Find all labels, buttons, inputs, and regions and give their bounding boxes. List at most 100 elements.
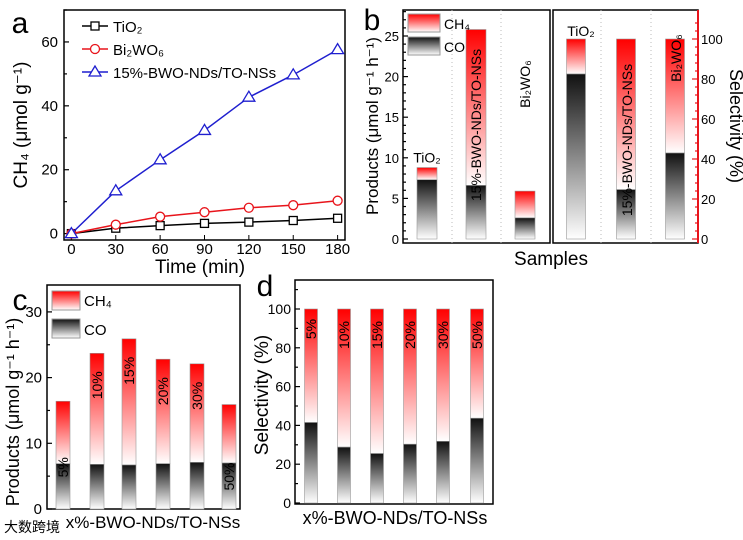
y-axis-title: Products (μmol g⁻¹ h⁻¹)	[3, 318, 23, 506]
co-bar	[665, 152, 685, 240]
co-bar	[416, 179, 438, 240]
legend-swatch-co	[51, 318, 81, 339]
ch4-bar	[566, 38, 586, 75]
marker-circle	[288, 200, 299, 211]
marker-square	[288, 215, 298, 226]
legend-label: 15%-BWO-NDs/TO-NSs	[113, 65, 276, 82]
y-tick-label: 40	[275, 417, 291, 433]
y-tick-label: 20	[25, 370, 42, 387]
legend-label: CO	[444, 39, 465, 55]
y-tick-label: 20	[41, 162, 58, 179]
watermark: 大数跨境	[4, 519, 60, 535]
y-tick-label: 0	[283, 495, 291, 511]
co-bar	[337, 446, 351, 504]
y-tick-label: 20	[275, 456, 291, 472]
bar-label: 50%	[221, 463, 237, 491]
x-axis-title: Samples	[514, 249, 588, 270]
x-tick-label: 0	[67, 241, 75, 258]
marker-square	[244, 217, 254, 227]
marker-square	[90, 21, 100, 31]
panel-c-frame	[46, 284, 241, 510]
marker-triangle	[330, 42, 345, 55]
y-tick-label: 15	[385, 110, 399, 125]
ch4-bar	[221, 404, 237, 464]
co-bar	[89, 464, 105, 510]
legend-swatch-ch4	[51, 290, 81, 311]
y-right-tick-label: 0	[701, 232, 708, 247]
bar-label: 20%	[155, 377, 171, 405]
co-bar	[616, 189, 636, 240]
y-tick-label: 5	[392, 191, 399, 206]
co-bar	[470, 417, 484, 504]
ch4-bar	[416, 167, 438, 181]
y-tick-label: 100	[268, 301, 292, 317]
marker-circle	[199, 207, 210, 218]
y-axis-title: Products (μmol g⁻¹ h⁻¹)	[363, 37, 382, 215]
bar-label: 10%	[336, 321, 352, 349]
marker-triangle	[64, 226, 79, 239]
bar-label: 15%-BWO-NDs/TO-NSs	[619, 64, 635, 216]
bar-label: 10%	[89, 371, 105, 399]
x-tick-label: 30	[107, 241, 124, 258]
co-bar	[121, 464, 137, 510]
products-bar	[416, 167, 438, 240]
selectivity-bar	[470, 308, 484, 504]
y-axis-title: CH₄ (μmol g⁻¹)	[11, 62, 32, 189]
bar-label: 15%	[369, 321, 385, 349]
x-axis-title: x%-BWO-NDs/TO-NSs	[303, 508, 488, 528]
y-tick-label: 60	[275, 379, 291, 395]
y-tick-label: 10	[25, 435, 42, 452]
ch4-bar	[55, 400, 71, 464]
y-right-axis-title: Selectivity (%)	[726, 69, 743, 183]
legend-swatch-co	[407, 36, 441, 56]
products-bar	[89, 352, 105, 510]
selectivity-bar	[304, 308, 318, 504]
co-bar	[436, 441, 450, 504]
selectivity-bar	[337, 308, 351, 504]
co-bar	[155, 463, 171, 510]
y-right-tick-label: 100	[701, 32, 723, 47]
x-tick-label: 180	[325, 241, 350, 258]
x-tick-label: 60	[152, 241, 169, 258]
marker-triangle	[152, 152, 168, 165]
bar-label: 50%	[469, 321, 485, 349]
co-bar	[304, 422, 318, 504]
panel-label-a: a	[12, 7, 29, 40]
products-bar	[155, 358, 171, 510]
marker-circle	[243, 202, 255, 213]
marker-triangle	[108, 183, 123, 196]
co-bar	[403, 443, 417, 504]
y-right-tick-label: 40	[701, 152, 715, 167]
co-bar	[55, 463, 71, 510]
marker-square	[332, 213, 343, 223]
series-2	[64, 42, 345, 239]
bar-label: 5%	[303, 319, 319, 339]
y-tick-label: 30	[25, 304, 42, 321]
x-tick-label: 150	[281, 241, 306, 258]
legend-label: TiO₂	[113, 19, 143, 36]
y-tick-label: 10	[385, 151, 399, 166]
y-right-tick-label: 60	[701, 112, 715, 127]
y-tick-label: 80	[275, 340, 291, 356]
co-bar	[465, 185, 487, 240]
selectivity-bar	[665, 38, 685, 240]
x-tick-label: 120	[236, 241, 261, 258]
selectivity-bar	[436, 308, 450, 504]
co-bar	[189, 462, 205, 510]
selectivity-bar	[566, 38, 586, 240]
y-right-tick-label: 20	[701, 192, 715, 207]
products-bar	[514, 190, 536, 240]
bar-label: 20%	[402, 321, 418, 349]
y-tick-label: 0	[392, 232, 399, 247]
legend-swatch-ch4	[407, 13, 441, 33]
x-tick-label: 90	[196, 241, 213, 258]
marker-circle	[154, 211, 166, 222]
ch4-bar	[155, 358, 171, 464]
panel-label-c: c	[13, 284, 28, 317]
marker-circle	[332, 195, 343, 206]
y-tick-label: 40	[41, 98, 58, 115]
y-tick-label: 20	[385, 70, 399, 85]
y-tick-label: 0	[50, 226, 58, 243]
selectivity-bar	[370, 308, 384, 504]
